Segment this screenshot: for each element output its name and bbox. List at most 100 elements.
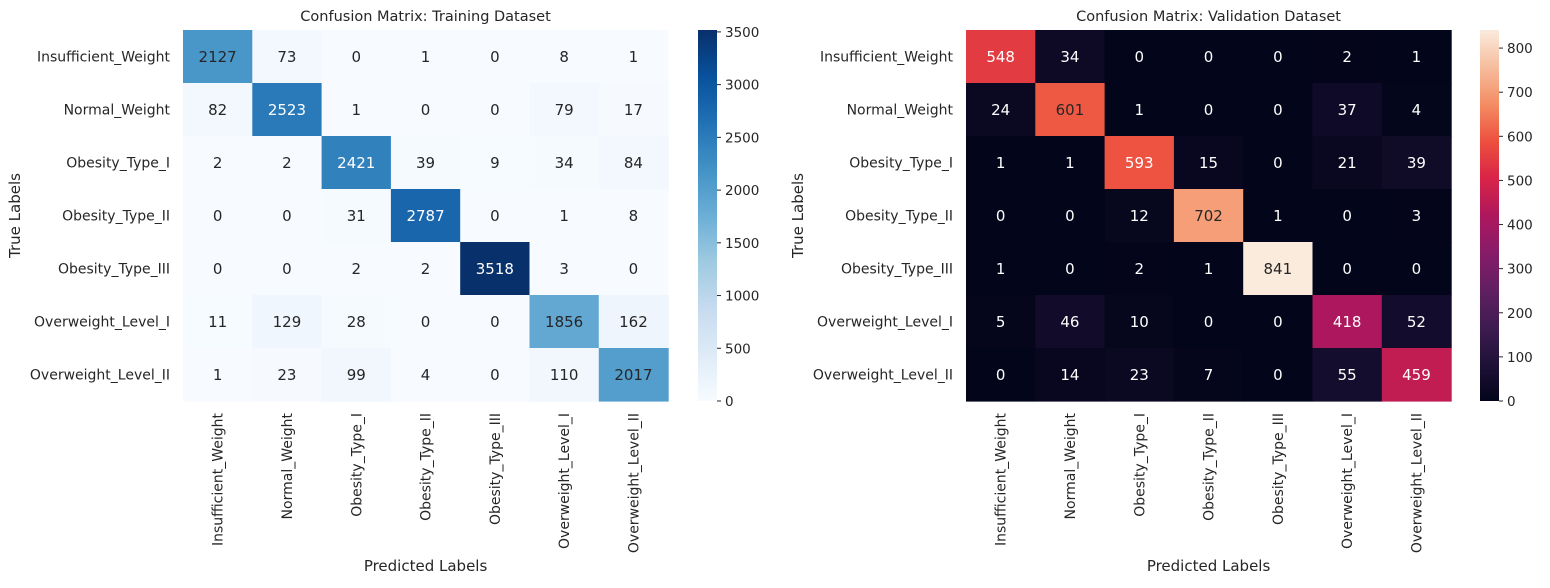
heatmap-cell	[529, 83, 600, 137]
heatmap-cell	[1381, 30, 1452, 84]
heatmap-cell	[1312, 83, 1383, 137]
colorbar-tick-label: 800	[1507, 41, 1533, 57]
heatmap-cell	[529, 30, 600, 84]
cell-value-label: 8	[629, 207, 639, 225]
chart-title: Confusion Matrix: Validation Dataset	[1076, 9, 1341, 25]
cell-value-label: 0	[421, 313, 431, 331]
heatmap-cell	[1312, 30, 1383, 84]
cell-value-label: 0	[1273, 101, 1283, 119]
heatmap-cell	[1312, 242, 1383, 296]
x-axis-label: Predicted Labels	[1147, 557, 1271, 575]
colorbar	[1480, 30, 1499, 401]
cell-value-label: 0	[1065, 207, 1075, 225]
x-tick-label: Obesity_Type_III	[1271, 413, 1287, 525]
training-confusion-matrix: Confusion Matrix: Training Dataset 2127 73…	[6, 9, 759, 575]
cell-value-label: 2	[1134, 260, 1144, 278]
cell-value-label: 52	[1407, 313, 1426, 331]
cell-value-label: 702	[1194, 207, 1223, 225]
cell-value-label: 39	[1407, 154, 1426, 172]
heatmap-cell	[460, 348, 531, 402]
cell-value-label: 1	[1065, 154, 1075, 172]
heatmap-cell	[1243, 83, 1314, 137]
x-tick-label: Insufficient_Weight	[211, 412, 227, 546]
heatmap-cell	[183, 295, 253, 349]
cell-value-label: 418	[1333, 313, 1362, 331]
heatmap-cell	[1035, 83, 1106, 137]
heatmap-cell	[1035, 189, 1106, 243]
cell-value-label: 0	[490, 313, 500, 331]
colorbar-tick-label: 500	[1507, 173, 1533, 189]
heatmap-cell	[252, 136, 323, 190]
cell-value-label: 82	[208, 101, 227, 119]
heatmap-cell	[1243, 136, 1314, 190]
x-tick-label: Overweight_Level_I	[557, 413, 573, 549]
heatmap-cell	[252, 242, 323, 296]
heatmap-cell	[183, 83, 253, 137]
cell-value-label: 55	[1338, 366, 1357, 384]
x-tick-label: Obesity_Type_II	[419, 413, 435, 521]
cell-value-label: 2127	[199, 48, 237, 66]
heatmap-cell	[390, 136, 461, 190]
cell-value-label: 0	[1204, 313, 1214, 331]
heatmap-cell	[529, 295, 600, 349]
heatmap-cell	[1173, 136, 1244, 190]
heatmap-cell	[1312, 295, 1383, 349]
cell-value-label: 79	[555, 101, 574, 119]
colorbar-tick-label: 2500	[725, 130, 759, 146]
y-tick-label: Obesity_Type_III	[841, 262, 953, 278]
y-tick-label: Obesity_Type_II	[62, 209, 170, 225]
colorbar-tick-label: 2000	[725, 183, 759, 199]
x-tick-label: Obesity_Type_II	[1202, 413, 1218, 521]
heatmap-cell	[598, 83, 669, 137]
heatmap-cell	[1035, 136, 1106, 190]
cell-value-label: 1	[559, 207, 569, 225]
cell-value-label: 5	[996, 313, 1006, 331]
heatmap-cell	[966, 348, 1036, 402]
x-axis-label: Predicted Labels	[364, 557, 488, 575]
cell-value-label: 0	[1204, 48, 1214, 66]
x-tick-label: Obesity_Type_I	[1132, 413, 1148, 517]
cell-value-label: 23	[1130, 366, 1149, 384]
heatmap-cell	[1104, 348, 1175, 402]
heatmap-cell	[1381, 242, 1452, 296]
cell-value-label: 459	[1402, 366, 1431, 384]
cell-value-label: 601	[1056, 101, 1085, 119]
heatmap-cell	[390, 83, 461, 137]
cell-value-label: 3518	[476, 260, 514, 278]
heatmap-cell	[966, 242, 1036, 296]
x-tick-label: Insufficient_Weight	[994, 412, 1010, 546]
cell-value-label: 2	[351, 260, 361, 278]
cell-value-label: 28	[347, 313, 366, 331]
heatmap-cell	[966, 295, 1036, 349]
cell-value-label: 3	[1412, 207, 1422, 225]
cell-value-label: 0	[213, 207, 223, 225]
colorbar-tick-label: 500	[725, 341, 751, 357]
heatmap-cell	[966, 83, 1036, 137]
cell-value-label: 21	[1338, 154, 1357, 172]
y-tick-label: Normal_Weight	[847, 103, 954, 119]
heatmap-cell	[321, 189, 392, 243]
cell-value-label: 24	[991, 101, 1010, 119]
heatmap-cell	[1104, 30, 1175, 84]
y-tick-label: Insufficient_Weight	[820, 50, 954, 66]
heatmap-cell	[1243, 30, 1314, 84]
heatmap-cell	[1173, 295, 1244, 349]
heatmap-cell	[183, 242, 253, 296]
cell-value-label: 0	[351, 48, 361, 66]
cell-value-label: 0	[1065, 260, 1075, 278]
cell-value-label: 1856	[545, 313, 583, 331]
heatmap-cell	[321, 348, 392, 402]
cell-value-label: 0	[213, 260, 223, 278]
heatmap-cell	[321, 136, 392, 190]
heatmap-cell	[460, 189, 531, 243]
heatmap-cell	[390, 189, 461, 243]
cell-value-label: 0	[1204, 101, 1214, 119]
cell-value-label: 9	[490, 154, 500, 172]
heatmap-cell	[390, 348, 461, 402]
heatmap-cell	[460, 242, 531, 296]
heatmap-cell	[966, 136, 1036, 190]
colorbar	[698, 30, 717, 401]
y-tick-label: Obesity_Type_I	[66, 156, 170, 172]
